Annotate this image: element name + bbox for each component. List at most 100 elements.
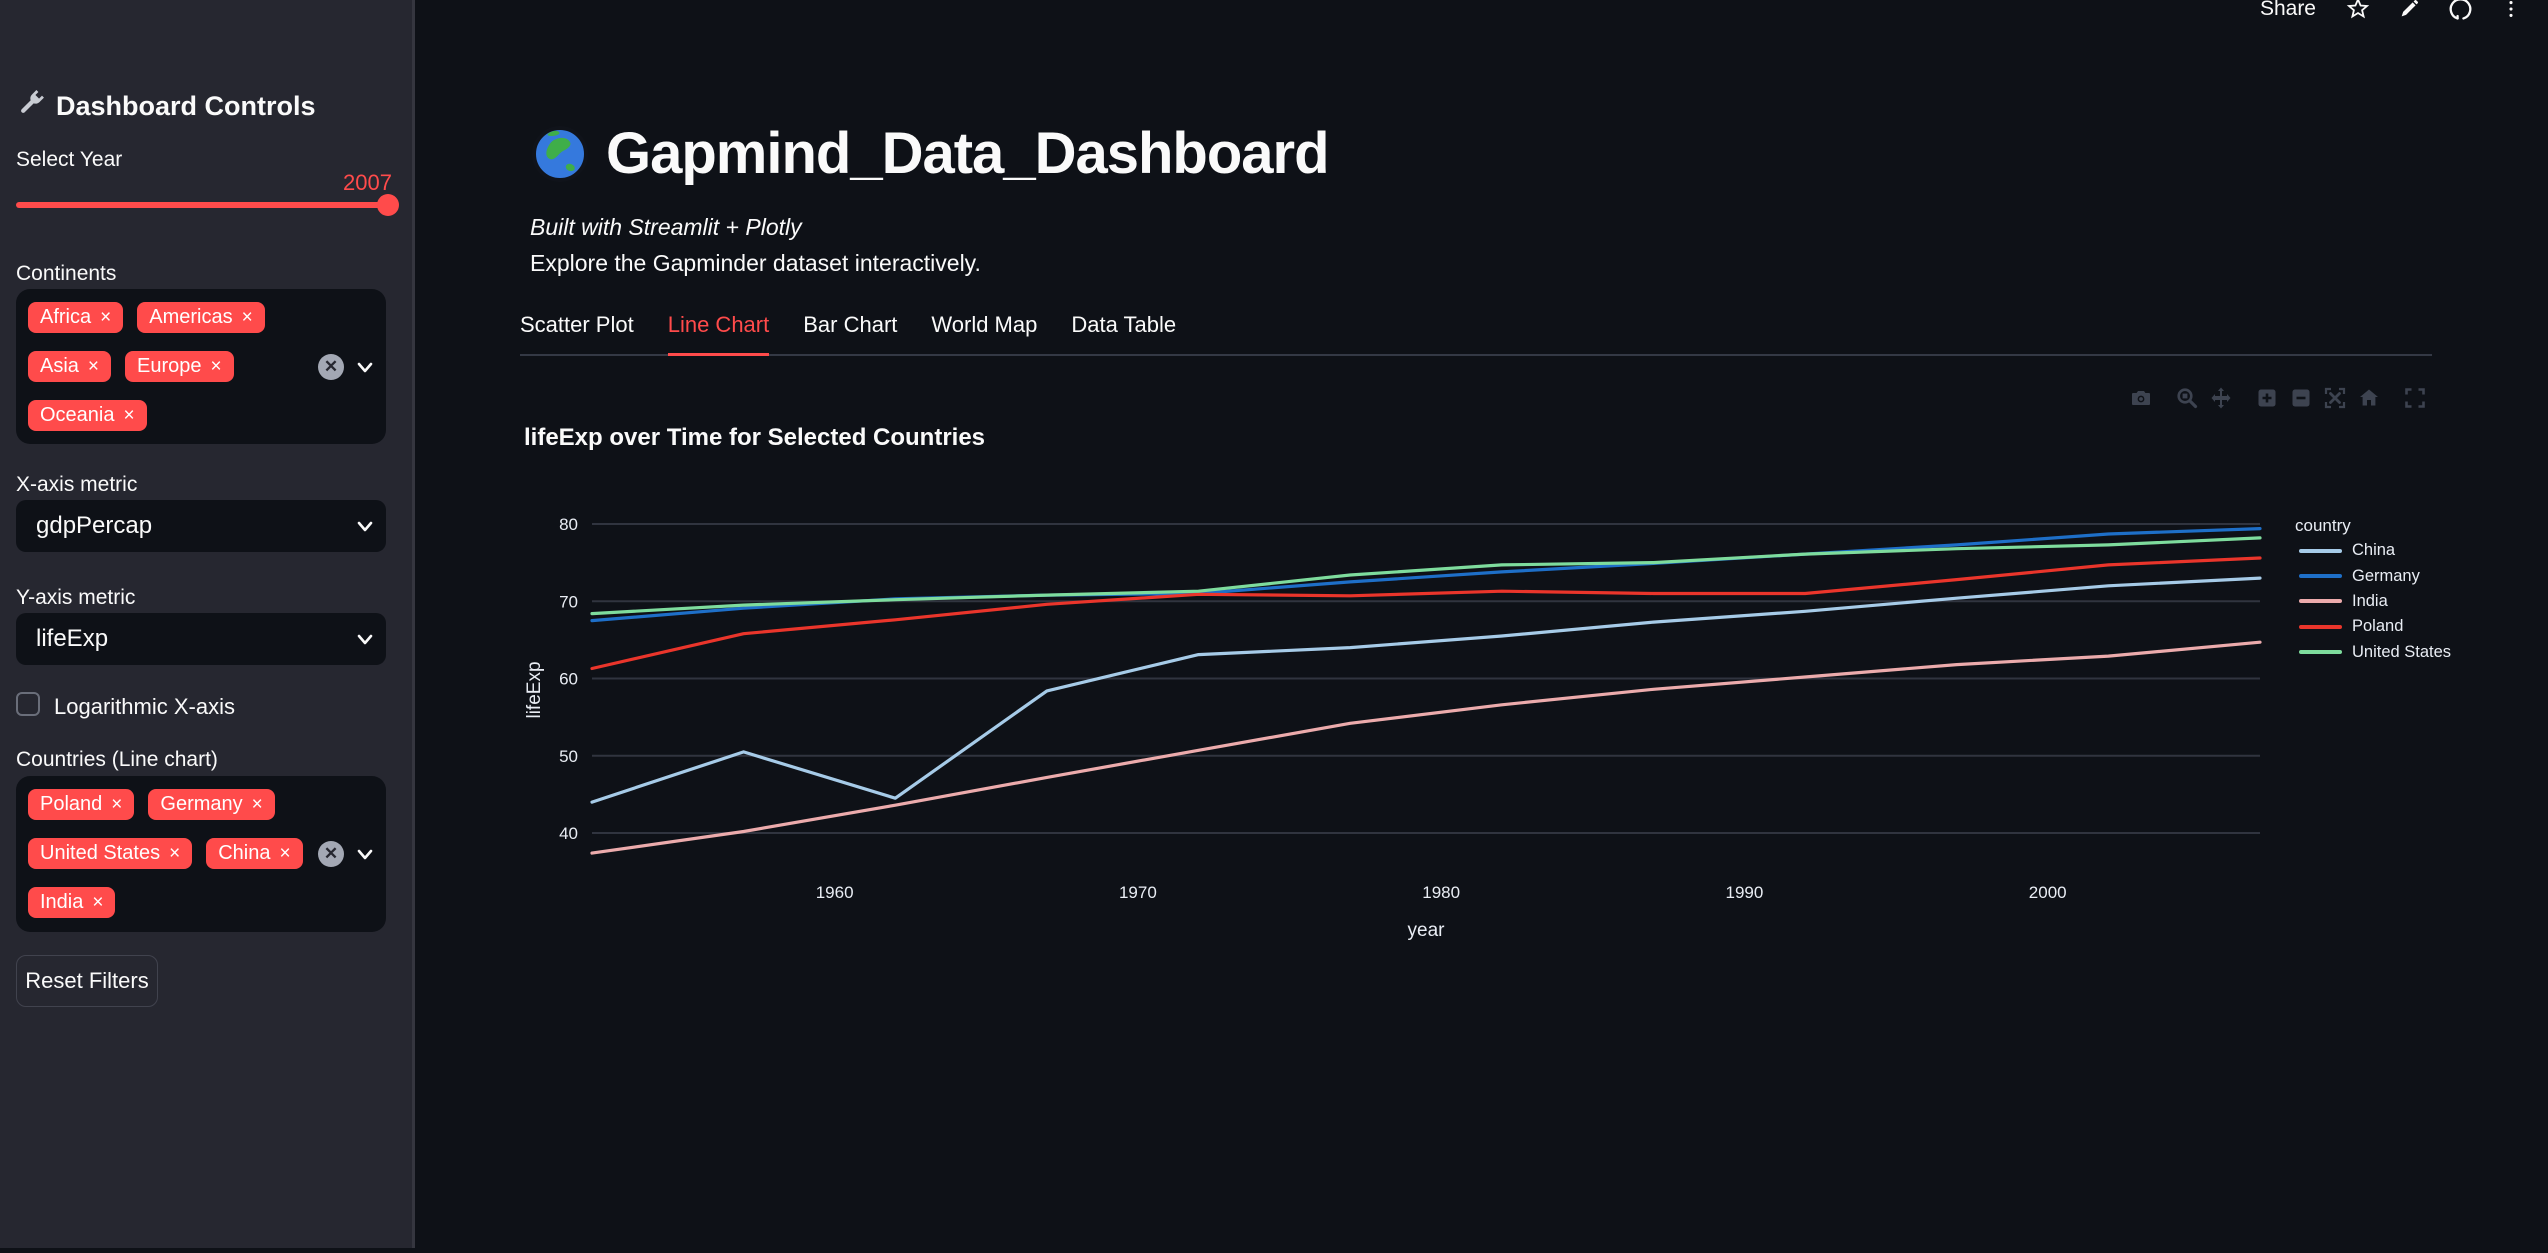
tag-americas[interactable]: Americas × (137, 302, 265, 333)
header-actions: Share (2260, 0, 2524, 24)
year-slider-label: Select Year (16, 148, 123, 171)
svg-text:50: 50 (559, 747, 578, 766)
tag-remove-icon[interactable]: × (100, 307, 112, 328)
legend-item-china[interactable]: China (2295, 538, 2515, 563)
y-metric-select[interactable]: lifeExp (16, 613, 386, 665)
tag-india[interactable]: India × (28, 887, 116, 918)
series-lines[interactable] (590, 526, 2262, 855)
legend-label: Germany (2352, 566, 2420, 585)
zoom-out-icon[interactable] (2289, 386, 2313, 410)
tag-asia[interactable]: Asia × (28, 351, 112, 382)
tag-remove-icon[interactable]: × (241, 307, 253, 328)
tag-oceania[interactable]: Oceania × (28, 400, 147, 431)
tag-remove-icon[interactable]: × (210, 356, 222, 377)
legend-rows: China Germany India Poland United States (2295, 538, 2515, 665)
year-slider[interactable] (16, 194, 399, 216)
clear-all-icon[interactable]: ✕ (318, 841, 344, 867)
y-metric-label: Y-axis metric (16, 586, 136, 609)
svg-text:1970: 1970 (1119, 883, 1157, 902)
y-metric-value: lifeExp (36, 625, 109, 652)
chevron-down-icon[interactable] (354, 515, 376, 537)
continents-multiselect[interactable]: Africa × Americas × Asia × Europe × Oceania × ✕ (16, 289, 386, 444)
countries-label: Countries (Line chart) (16, 748, 218, 771)
zoom-icon[interactable] (2175, 386, 2199, 410)
legend-swatch (2299, 624, 2342, 629)
y-axis-label: lifeExp (524, 661, 545, 718)
tag-europe[interactable]: Europe × (125, 351, 234, 382)
reset-axes-icon[interactable] (2357, 386, 2381, 410)
tag-poland[interactable]: Poland × (28, 789, 135, 820)
reset-filters-button[interactable]: Reset Filters (16, 955, 158, 1007)
legend-item-india[interactable]: India (2295, 589, 2515, 614)
tag-china[interactable]: China × (206, 838, 303, 869)
countries-multiselect[interactable]: Poland × Germany × United States × China × India… (16, 776, 386, 932)
zoom-in-icon[interactable] (2255, 386, 2279, 410)
autoscale-icon[interactable] (2323, 386, 2347, 410)
pencil-icon[interactable] (2396, 0, 2422, 22)
tag-remove-icon[interactable]: × (92, 892, 104, 913)
svg-text:80: 80 (559, 515, 578, 534)
year-slider-thumb[interactable] (377, 194, 399, 216)
tag-remove-icon[interactable]: × (169, 843, 181, 864)
chart-legend: country China Germany India Poland United St… (2295, 516, 2515, 665)
svg-text:40: 40 (559, 824, 578, 843)
chevron-down-icon[interactable] (354, 356, 376, 378)
log-x-checkbox[interactable] (16, 692, 40, 716)
tag-remove-icon[interactable]: × (111, 794, 123, 815)
legend-swatch (2299, 548, 2342, 553)
menu-icon[interactable] (2498, 0, 2524, 22)
legend-item-germany[interactable]: Germany (2295, 563, 2515, 588)
legend-item-poland[interactable]: Poland (2295, 614, 2515, 639)
tag-remove-icon[interactable]: × (279, 843, 291, 864)
legend-swatch (2299, 650, 2342, 655)
tag-label: Americas (149, 306, 233, 328)
tag-remove-icon[interactable]: × (123, 405, 135, 426)
svg-text:1980: 1980 (1422, 883, 1460, 902)
fullscreen-icon[interactable] (2403, 386, 2427, 410)
github-icon[interactable] (2447, 0, 2473, 22)
tag-label: Oceania (40, 404, 115, 426)
plotly-modebar (2129, 386, 2427, 410)
y-tick-labels: 40 50 60 70 80 (559, 515, 578, 843)
legend-swatch (2299, 574, 2342, 579)
svg-text:1990: 1990 (1726, 883, 1764, 902)
series-china (590, 576, 2262, 804)
series-india (590, 640, 2262, 855)
tab-bar-chart[interactable]: Bar Chart (803, 312, 898, 337)
continents-label: Continents (16, 262, 117, 285)
star-icon[interactable] (2345, 0, 2371, 22)
wrench-icon (14, 88, 46, 120)
tag-label: Africa (40, 306, 92, 328)
tag-germany[interactable]: Germany × (148, 789, 275, 820)
year-slider-value: 2007 (343, 170, 392, 195)
tag-label: Asia (40, 355, 79, 377)
tab-line-chart[interactable]: Line Chart (667, 312, 770, 356)
tag-label: Poland (40, 793, 103, 815)
tag-remove-icon[interactable]: × (87, 356, 100, 377)
tab-bar: Scatter Plot Line Chart Bar Chart World Map… (520, 312, 2432, 356)
tag-united-states[interactable]: United States × (28, 838, 193, 869)
series-united-states (590, 536, 2262, 616)
x-metric-label: X-axis metric (16, 473, 138, 496)
svg-text:1960: 1960 (816, 883, 854, 902)
legend-label: United States (2352, 642, 2452, 661)
x-tick-labels: 1960 1970 1980 1990 2000 (816, 883, 2067, 902)
chevron-down-icon[interactable] (354, 843, 376, 865)
log-x-label[interactable]: Logarithmic X-axis (54, 694, 235, 719)
tab-world-map[interactable]: World Map (931, 312, 1038, 337)
tab-scatter-plot[interactable]: Scatter Plot (520, 312, 634, 337)
camera-icon[interactable] (2129, 386, 2153, 410)
share-button[interactable]: Share (2259, 0, 2316, 20)
chevron-down-icon[interactable] (354, 628, 376, 650)
clear-all-icon[interactable]: ✕ (318, 353, 344, 380)
x-metric-select[interactable]: gdpPercap (16, 500, 386, 552)
tab-data-table[interactable]: Data Table (1071, 312, 1177, 337)
tag-remove-icon[interactable]: × (251, 794, 263, 815)
pan-icon[interactable] (2209, 386, 2233, 410)
legend-label: Poland (2352, 617, 2404, 636)
legend-item-united-states[interactable]: United States (2295, 640, 2515, 665)
tag-africa[interactable]: Africa × (28, 302, 124, 333)
